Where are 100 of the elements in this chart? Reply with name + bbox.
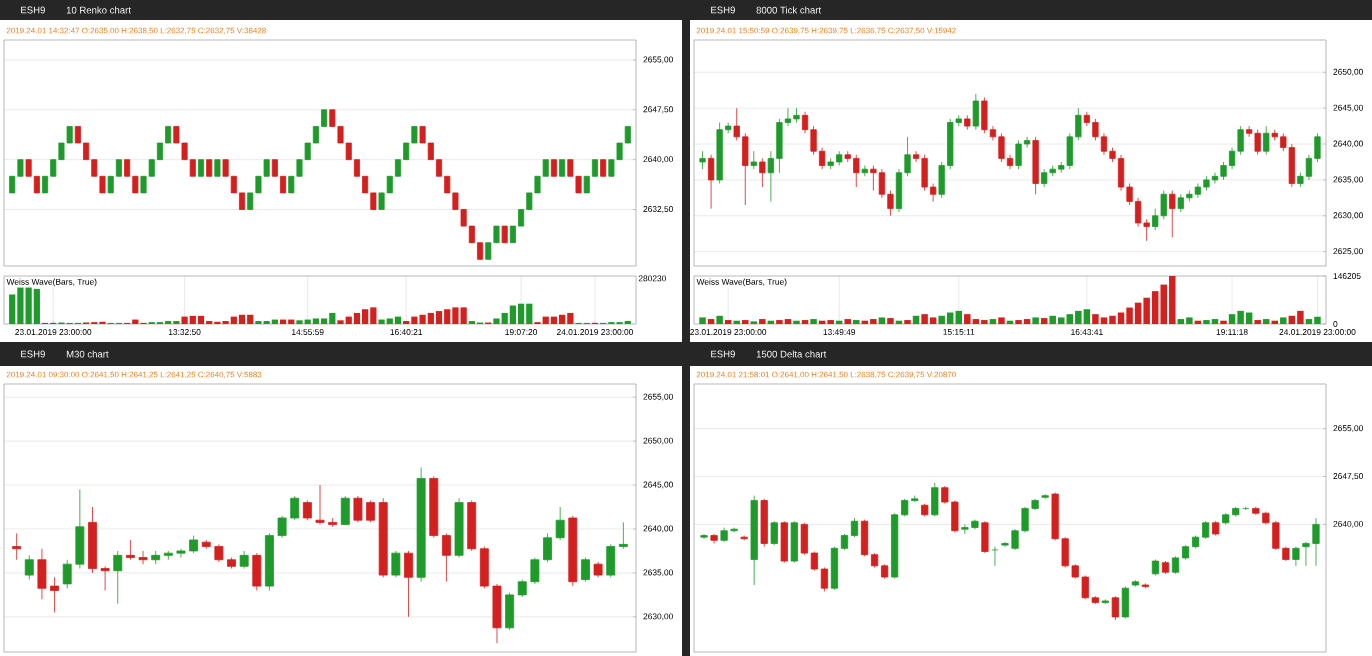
- candlestick: [1101, 598, 1109, 605]
- candlestick: [416, 467, 426, 583]
- bar: [526, 303, 533, 324]
- bar: [1237, 310, 1244, 324]
- candlestick: [1151, 559, 1160, 576]
- candlestick: [964, 114, 971, 131]
- bar: [912, 315, 920, 324]
- bar: [197, 315, 205, 324]
- bar: [964, 314, 971, 324]
- candlestick: [593, 561, 603, 578]
- bar: [25, 287, 32, 324]
- candlestick: [707, 154, 715, 209]
- candlestick: [1203, 175, 1210, 192]
- candlestick: [780, 520, 788, 564]
- candlestick: [501, 225, 508, 244]
- candlestick: [618, 521, 628, 550]
- bar: [1297, 310, 1304, 324]
- candlestick: [740, 535, 748, 541]
- bar: [411, 316, 418, 324]
- candlestick: [1015, 140, 1022, 170]
- bar: [938, 315, 945, 324]
- candlestick: [340, 495, 350, 525]
- bar: [509, 305, 517, 324]
- candlestick: [454, 497, 464, 558]
- candlestick: [793, 107, 800, 123]
- candlestick: [404, 550, 413, 618]
- bar: [238, 314, 246, 324]
- bar: [1092, 314, 1099, 324]
- bar: [394, 316, 402, 324]
- candlestick: [391, 550, 401, 578]
- candlestick: [441, 532, 451, 583]
- candlestick: [559, 159, 566, 177]
- candlestick: [378, 497, 388, 578]
- candlestick: [972, 93, 979, 131]
- bar: [427, 312, 434, 324]
- bar: [559, 314, 566, 324]
- bar: [353, 312, 361, 324]
- candlestick: [1111, 595, 1119, 621]
- bar: [1109, 315, 1116, 324]
- bar: [878, 317, 886, 324]
- bar: [1040, 318, 1048, 324]
- bar: [181, 316, 188, 324]
- candlestick: [239, 550, 249, 569]
- candlestick: [600, 159, 607, 177]
- bar: [1075, 310, 1082, 324]
- bar: [887, 318, 894, 324]
- candlestick: [1169, 190, 1176, 238]
- candlestick: [302, 500, 312, 521]
- bar: [329, 312, 336, 324]
- bar: [230, 316, 237, 324]
- bar: [370, 307, 377, 324]
- bar: [955, 310, 963, 324]
- candlestick: [1254, 129, 1261, 156]
- bar: [1100, 317, 1108, 324]
- candlestick: [429, 475, 439, 539]
- candlestick: [790, 520, 798, 564]
- bar: [699, 317, 706, 324]
- bar: [1066, 314, 1074, 324]
- candlestick: [931, 482, 939, 517]
- bar: [247, 314, 254, 324]
- bar: [1143, 297, 1150, 324]
- bar: [501, 312, 508, 324]
- bar: [517, 303, 525, 324]
- candlestick: [252, 552, 262, 591]
- candlestick: [699, 150, 706, 170]
- bar: [320, 318, 328, 324]
- candlestick: [113, 550, 123, 605]
- candlestick: [1041, 493, 1049, 500]
- bar: [1049, 315, 1056, 324]
- bar: [1228, 314, 1236, 324]
- bar: [567, 312, 574, 324]
- candlestick: [750, 495, 758, 586]
- bar: [716, 315, 723, 324]
- bar: [419, 314, 426, 324]
- candlestick: [760, 498, 768, 548]
- candlestick: [981, 96, 988, 134]
- candlestick: [981, 520, 989, 554]
- candlestick: [1131, 579, 1140, 587]
- bar: [33, 288, 40, 324]
- candlestick: [197, 159, 205, 177]
- candlestick: [1263, 125, 1270, 156]
- bar: [493, 318, 500, 324]
- candlestick: [1032, 136, 1039, 195]
- bar: [1126, 307, 1133, 324]
- candlestick: [870, 165, 877, 192]
- candlestick: [700, 533, 708, 540]
- bar: [460, 307, 467, 324]
- bar: [542, 316, 549, 324]
- candlestick: [1292, 546, 1300, 567]
- candlestick: [214, 159, 221, 177]
- candlestick: [467, 500, 477, 552]
- candlestick: [1041, 168, 1048, 188]
- candlestick: [1141, 583, 1150, 589]
- bar: [362, 309, 369, 324]
- candlestick: [1212, 520, 1220, 536]
- bar: [921, 314, 928, 324]
- candlestick: [710, 533, 718, 544]
- candlestick: [1161, 560, 1170, 575]
- bar: [1280, 317, 1287, 324]
- bar: [1186, 317, 1193, 324]
